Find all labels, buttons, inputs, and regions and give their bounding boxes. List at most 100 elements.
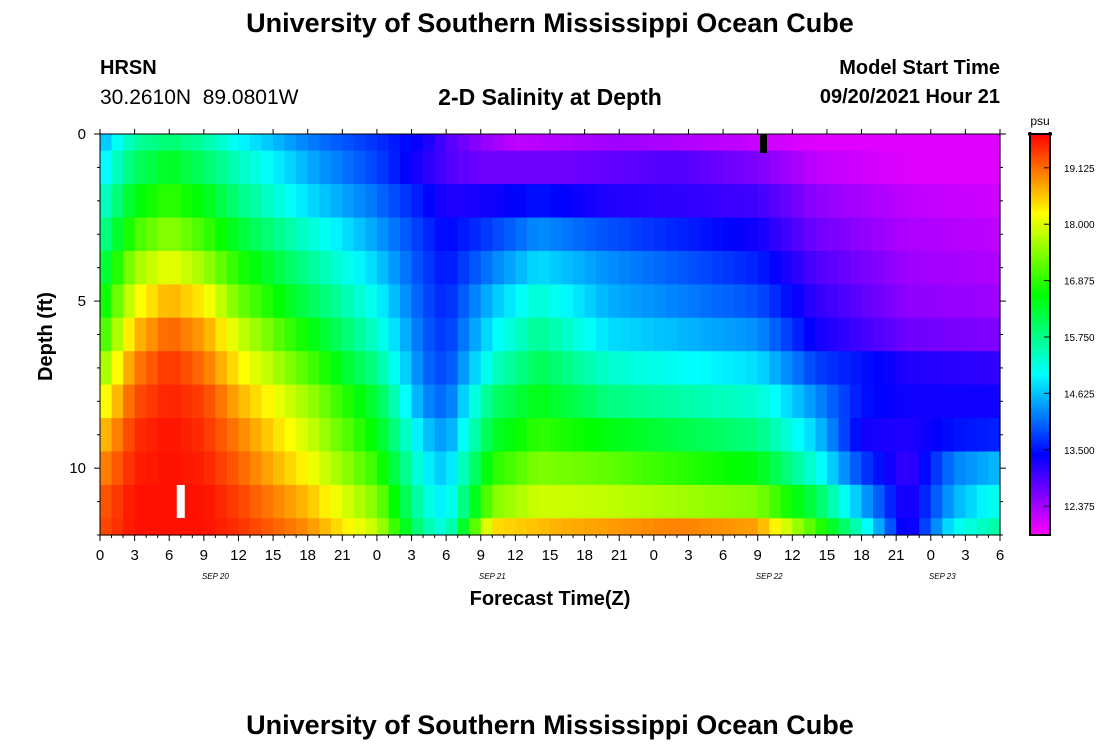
heatmap-cell [400, 184, 413, 219]
colorbar-band [1030, 249, 1050, 253]
heatmap-cell [342, 484, 355, 519]
heatmap-cell [653, 184, 666, 219]
heatmap-cell [146, 284, 159, 319]
colorbar-corner [1028, 132, 1032, 136]
heatmap-cell [630, 284, 643, 319]
heatmap-cell [203, 184, 216, 219]
colorbar-band [1030, 221, 1050, 225]
heatmap-cell [953, 217, 966, 252]
heatmap-cell [342, 518, 355, 536]
heatmap-cell [157, 150, 170, 185]
heatmap-cell [700, 150, 713, 185]
heatmap-cell [930, 451, 943, 486]
heatmap-cell [723, 484, 736, 519]
heatmap-cell [746, 317, 759, 352]
heatmap-cell [446, 518, 459, 536]
heatmap-cell [273, 150, 286, 185]
heatmap-cell [261, 134, 274, 152]
heatmap-cell [653, 484, 666, 519]
heatmap-cell [919, 217, 932, 252]
heatmap-cell [976, 250, 990, 285]
heatmap-cell [746, 451, 759, 486]
colorbar-band [1030, 524, 1050, 529]
heatmap-cell [607, 317, 620, 352]
heatmap-cell [203, 518, 216, 536]
heatmap-cell [296, 150, 309, 185]
heatmap-cell [561, 351, 574, 386]
heatmap-cell [757, 351, 770, 386]
heatmap-cell [215, 284, 228, 319]
heatmap-cell [573, 150, 586, 185]
heatmap-cell [400, 250, 413, 285]
colorbar-band [1030, 261, 1050, 265]
heatmap-cell [192, 284, 205, 319]
colorbar-band [1030, 384, 1050, 388]
heatmap-cell [873, 317, 886, 352]
heatmap-cell [653, 317, 666, 352]
heatmap-cell [642, 418, 655, 453]
heatmap-cell [896, 484, 909, 519]
heatmap-cell [884, 518, 897, 536]
heatmap-cell [250, 134, 263, 152]
heatmap-cell [169, 150, 182, 185]
colorbar-band [1030, 281, 1050, 285]
heatmap-cell [353, 451, 366, 486]
heatmap-cell [180, 384, 193, 419]
colorbar-band [1030, 469, 1050, 473]
heatmap-cell [538, 217, 551, 252]
white-marker [176, 485, 185, 518]
heatmap-cell [561, 250, 574, 285]
heatmap-cell [169, 317, 182, 352]
heatmap-cell [838, 451, 851, 486]
heatmap-cell [780, 217, 793, 252]
x-tick-label: 21 [888, 547, 905, 564]
heatmap-cell [573, 351, 586, 386]
heatmap-cell [619, 484, 632, 519]
colorbar-band [1030, 149, 1050, 153]
heatmap-cell [919, 451, 932, 486]
heatmap-cell [976, 217, 990, 252]
colorbar-band [1030, 179, 1050, 183]
heatmap-cell [723, 284, 736, 319]
heatmap-cell [850, 484, 863, 519]
heatmap-cell [619, 217, 632, 252]
heatmap-cell [676, 217, 690, 252]
heatmap-cell [215, 384, 228, 419]
heatmap-cell [307, 134, 320, 152]
heatmap-cell [526, 317, 540, 352]
heatmap-cell [642, 284, 655, 319]
colorbar-band [1030, 369, 1050, 373]
heatmap-cell [100, 150, 113, 185]
heatmap-cell [757, 484, 770, 519]
heatmap-cell [376, 418, 390, 453]
heatmap-cell [734, 351, 747, 386]
heatmap-cell [526, 384, 540, 419]
heatmap-cell [953, 384, 966, 419]
heatmap-cell [284, 250, 297, 285]
heatmap-cell [619, 384, 632, 419]
colorbar-band [1030, 382, 1050, 386]
heatmap-cell [365, 134, 378, 152]
heatmap-cell [365, 351, 378, 386]
heatmap-cell [157, 284, 170, 319]
heatmap-cell [215, 217, 228, 252]
heatmap-cell [538, 317, 551, 352]
heatmap-cell [180, 217, 193, 252]
heatmap-cell [400, 317, 413, 352]
heatmap-cell [423, 134, 436, 152]
heatmap-cell [492, 217, 505, 252]
page-title: University of Southern Mississippi Ocean… [246, 8, 854, 38]
heatmap-cell [296, 184, 309, 219]
heatmap-cell [180, 351, 193, 386]
heatmap-cell [457, 384, 470, 419]
heatmap-cell [734, 384, 747, 419]
colorbar-band [1030, 387, 1050, 391]
colorbar-band [1030, 196, 1050, 200]
heatmap-cell [746, 184, 759, 219]
heatmap-cell [757, 384, 770, 419]
heatmap-cell [203, 484, 216, 519]
heatmap-cell [826, 250, 840, 285]
heatmap-cell [746, 518, 759, 536]
heatmap-cell [826, 134, 840, 152]
heatmap-cell [273, 184, 286, 219]
